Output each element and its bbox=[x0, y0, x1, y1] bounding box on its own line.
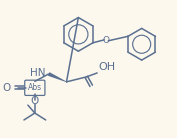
Text: Abs: Abs bbox=[28, 83, 42, 92]
Text: OH: OH bbox=[98, 62, 115, 72]
Text: O: O bbox=[103, 36, 110, 45]
Text: O: O bbox=[31, 96, 39, 106]
Text: O: O bbox=[3, 83, 11, 93]
Polygon shape bbox=[48, 72, 67, 82]
Text: HN: HN bbox=[30, 68, 46, 78]
FancyBboxPatch shape bbox=[25, 80, 45, 95]
